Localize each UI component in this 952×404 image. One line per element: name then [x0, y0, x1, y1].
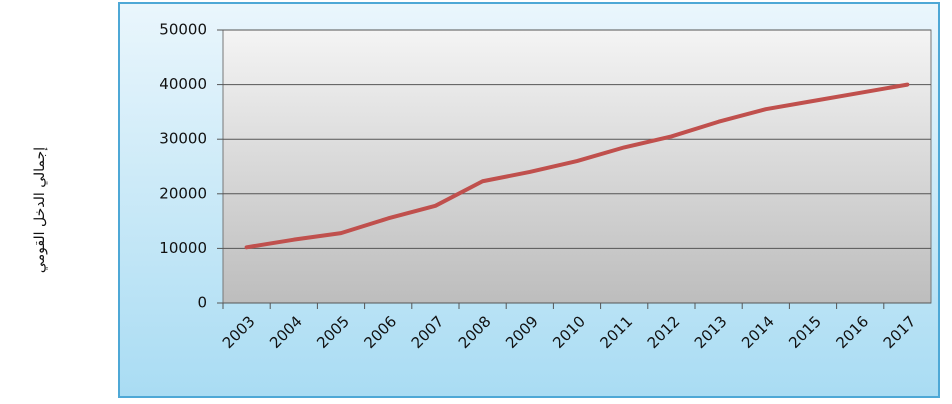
data-line: [244, 82, 910, 250]
y-tick-label: 50000: [159, 21, 207, 39]
y-tick-label: 40000: [159, 75, 207, 93]
y-tick-label: 30000: [159, 130, 207, 148]
y-axis-label: إجمالي الدخل القومي: [32, 147, 48, 273]
plot-area: [222, 29, 932, 304]
y-tick-label: 20000: [159, 184, 207, 202]
y-tick-label: 10000: [159, 239, 207, 257]
y-tick-label: 0: [197, 294, 207, 312]
